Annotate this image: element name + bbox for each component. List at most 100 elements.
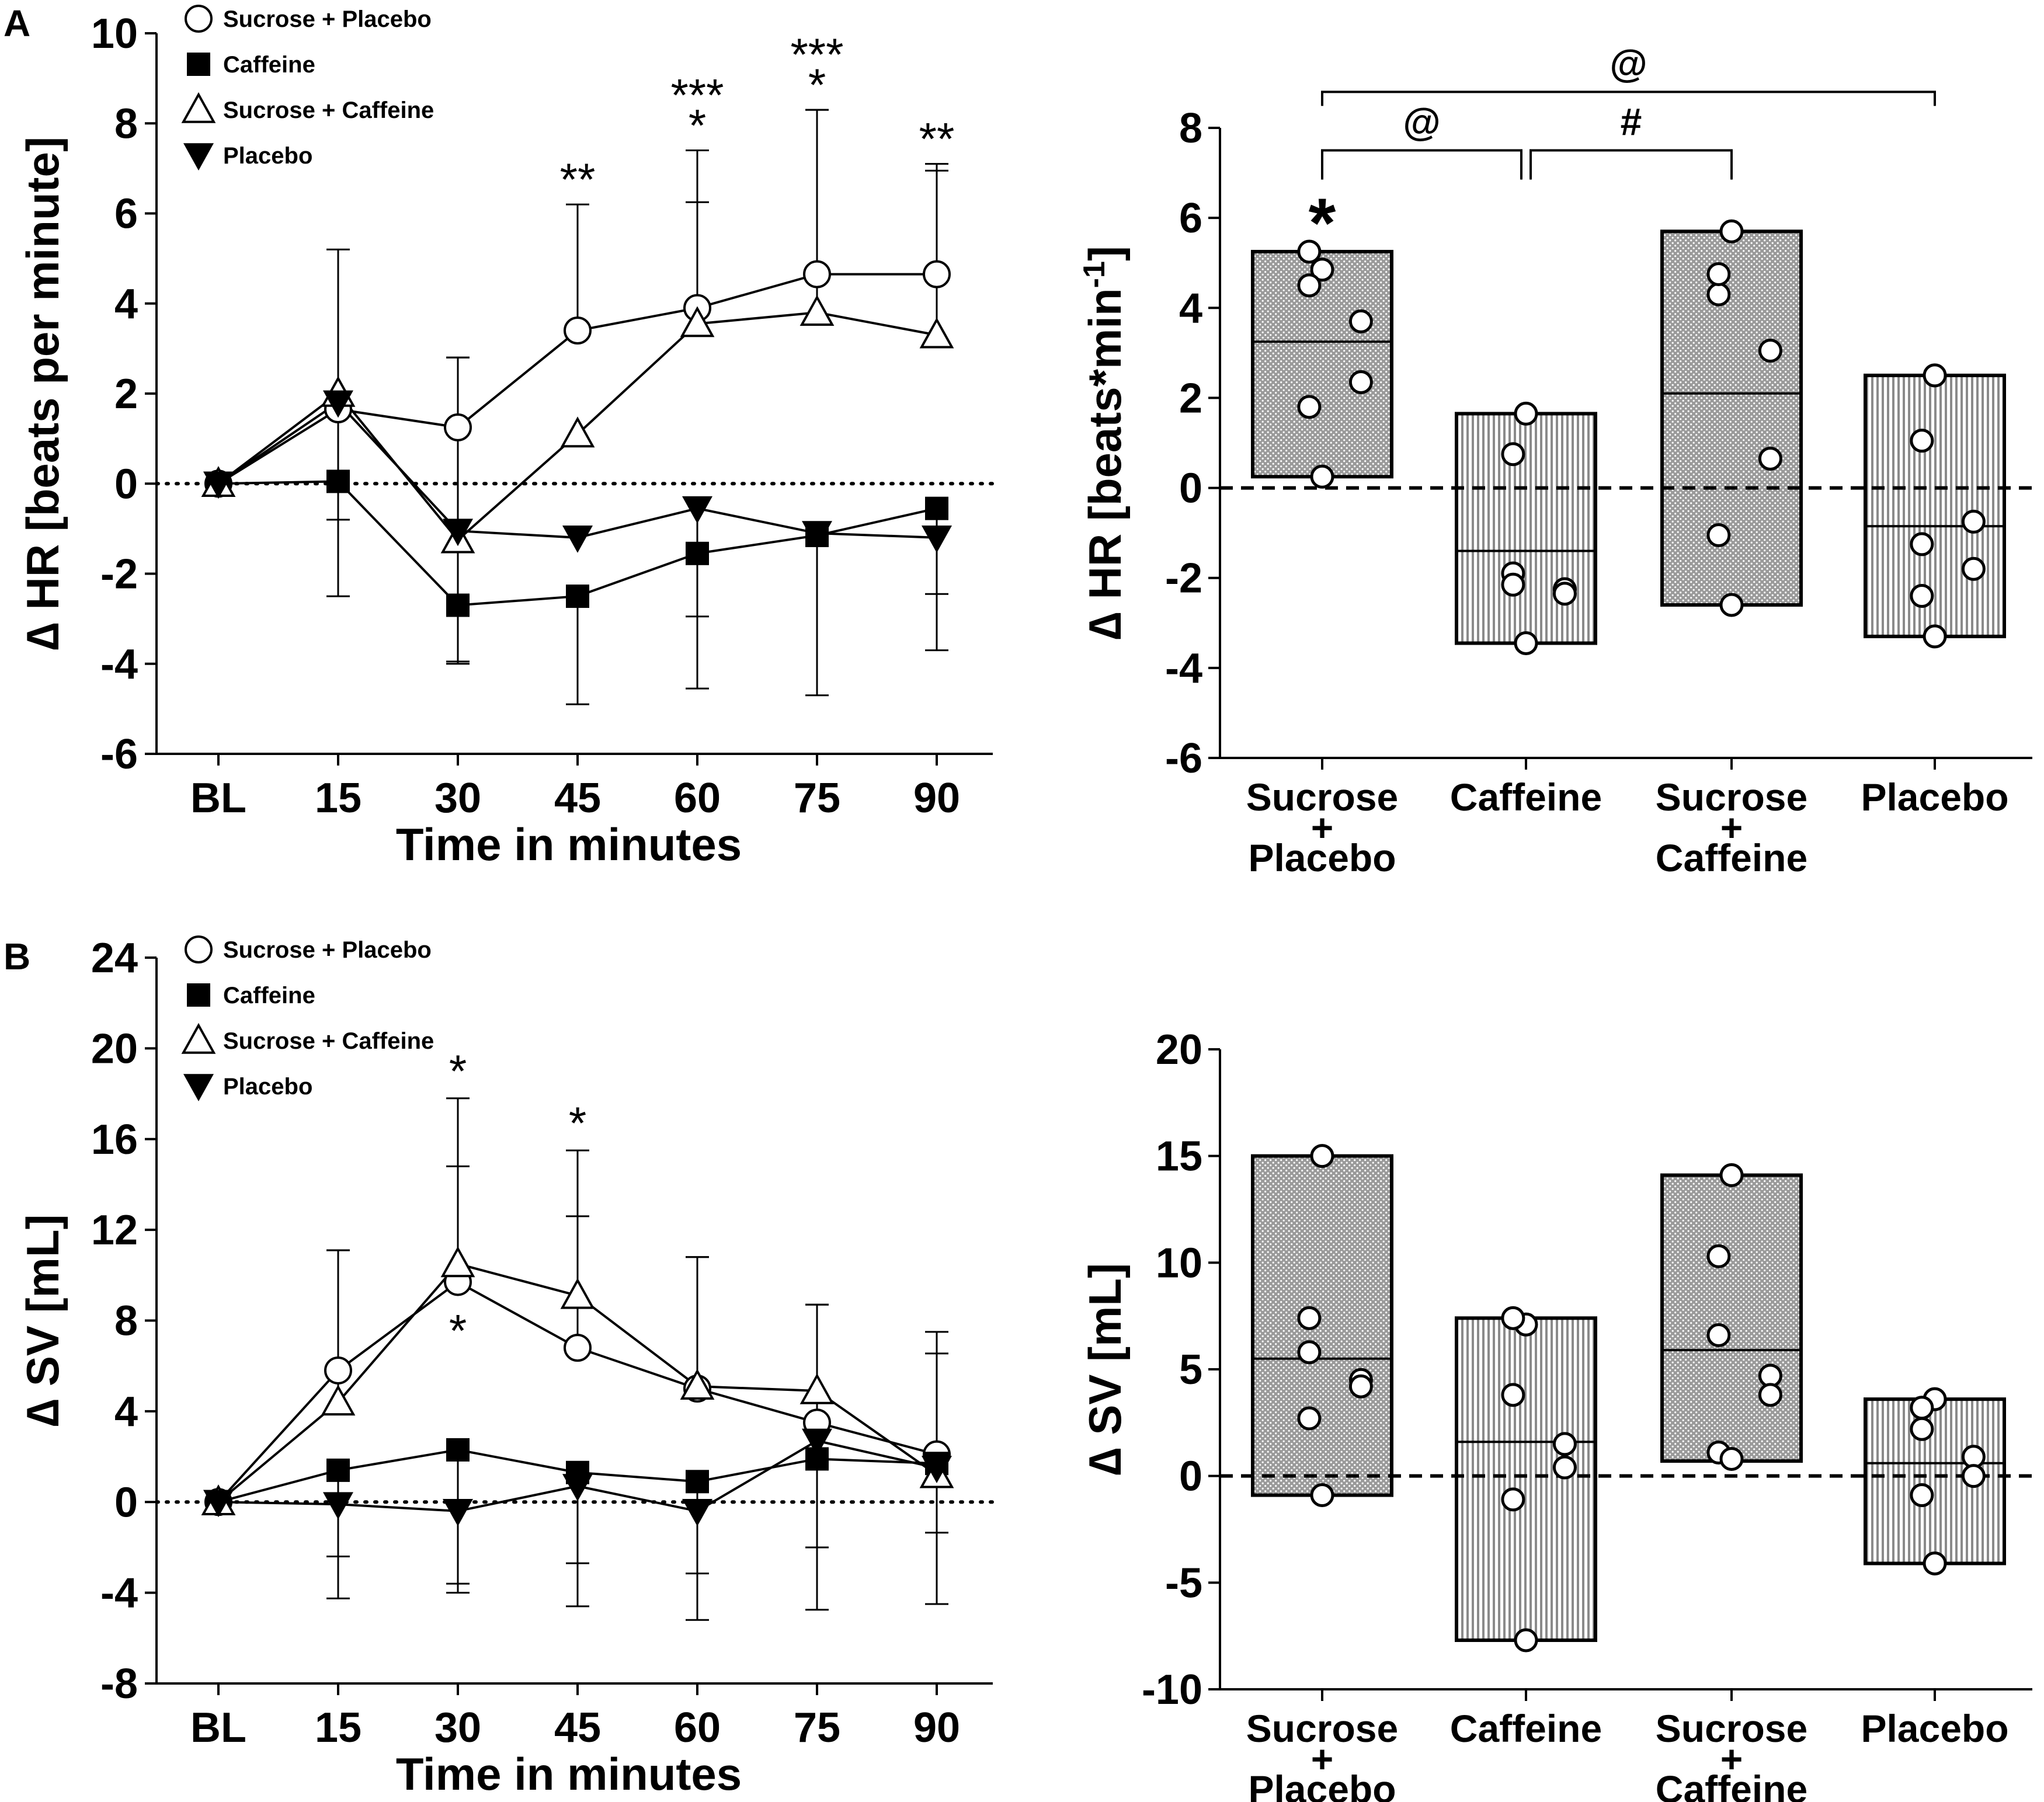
sv-line-data-point bbox=[321, 1384, 356, 1416]
hr-line-significance-mark: * bbox=[808, 59, 826, 110]
hr-box-category-label: Placebo bbox=[1248, 836, 1396, 879]
hr-line-data-point bbox=[802, 521, 832, 549]
hr-line-x-tick-label: BL bbox=[190, 775, 246, 822]
hr-box-significance-label: @ bbox=[1403, 100, 1440, 144]
sv-line-legend-marker bbox=[181, 1022, 216, 1054]
sv-line-legend-marker bbox=[187, 983, 210, 1007]
hr-line-y-tick-label: -2 bbox=[100, 551, 138, 598]
hr-box-individual-point bbox=[1923, 624, 1947, 649]
hr-line-y-tick-label: 0 bbox=[114, 461, 138, 507]
sv-line-legend-marker bbox=[183, 1074, 214, 1101]
hr-line-y-tick-label: 10 bbox=[91, 11, 138, 57]
hr-box-individual-point bbox=[1923, 363, 1947, 388]
sv-box-individual-point bbox=[1961, 1464, 1986, 1488]
hr-box-significance-bracket bbox=[1321, 91, 1936, 106]
sv-line-y-tick-label: 24 bbox=[91, 935, 138, 982]
sv-line-legend-label: Placebo bbox=[223, 1074, 312, 1100]
hr-line-data-point bbox=[925, 496, 948, 520]
sv-line-y-tick-label: 12 bbox=[91, 1207, 138, 1254]
sv-line-x-tick-label: 30 bbox=[434, 1704, 481, 1751]
sv-line-y-tick-label: -8 bbox=[100, 1661, 138, 1707]
hr-line-x-tick-label: 90 bbox=[913, 775, 960, 822]
hr-box-individual-point bbox=[1501, 442, 1525, 467]
hr-line-data-point bbox=[919, 317, 954, 349]
sv-box-individual-point bbox=[1758, 1383, 1782, 1407]
sv-box-box bbox=[1660, 1173, 1803, 1463]
sv-box-individual-point bbox=[1910, 1417, 1934, 1441]
sv-line-x-tick-label: 75 bbox=[794, 1704, 840, 1751]
sv-line-data-point bbox=[922, 1456, 952, 1483]
hr-box-individual-point bbox=[1310, 258, 1334, 282]
hr-box-individual-point bbox=[1706, 282, 1731, 307]
hr-box-significance-bracket bbox=[1529, 149, 1733, 180]
hr-line-significance-mark: *** bbox=[670, 69, 724, 121]
hr-box-individual-point bbox=[1514, 401, 1538, 426]
hr-line-legend-label: Sucrose + Caffeine bbox=[223, 98, 434, 123]
hr-line-y-tick-label: 8 bbox=[114, 100, 138, 147]
hr-line-x-tick-label: 15 bbox=[315, 775, 361, 822]
sv-line-x-tick-label: BL bbox=[190, 1704, 246, 1751]
sv-box-y-tick-label: 5 bbox=[1179, 1347, 1202, 1393]
hr-box-individual-point bbox=[1719, 219, 1744, 243]
sv-line-data-point bbox=[680, 1369, 715, 1400]
sv-line-data-point bbox=[324, 1356, 352, 1384]
hr-line-data-point bbox=[803, 260, 831, 288]
hr-box-individual-point bbox=[1706, 262, 1731, 286]
sv-box-individual-point bbox=[1706, 1323, 1731, 1348]
hr-line-data-point bbox=[923, 260, 951, 288]
sv-box-individual-point bbox=[1501, 1487, 1525, 1512]
sv-box-box bbox=[1251, 1154, 1393, 1497]
sv-line-y-tick-label: 20 bbox=[91, 1025, 138, 1072]
sv-box-category-label: + bbox=[1311, 1737, 1334, 1780]
hr-line-y-tick-label: -6 bbox=[100, 731, 138, 778]
hr-box-category-label: Sucrose bbox=[1246, 775, 1398, 819]
hr-line-y-tick-label: -4 bbox=[100, 641, 138, 688]
hr-line-data-point bbox=[564, 316, 592, 345]
sv-box-category-label: Caffeine bbox=[1450, 1707, 1602, 1750]
sv-box-category-label: Sucrose bbox=[1246, 1707, 1398, 1750]
sv-box-y-axis-title: ∆ SV [mL] bbox=[1079, 1263, 1131, 1476]
sv-box-individual-point bbox=[1297, 1406, 1322, 1431]
hr-box-individual-point bbox=[1706, 523, 1731, 547]
panel-label-b: B bbox=[4, 935, 30, 977]
sv-box-category-label: + bbox=[1720, 1737, 1743, 1780]
sv-line-legend-label: Caffeine bbox=[223, 983, 315, 1008]
hr-line-legend-marker bbox=[181, 92, 216, 123]
hr-box-y-axis-title-main: ∆ HR [beats*min bbox=[1079, 288, 1131, 639]
hr-line-data-point bbox=[686, 541, 709, 565]
hr-box-individual-point bbox=[1514, 631, 1538, 655]
sv-line-data-point bbox=[562, 1474, 593, 1502]
sv-line-chart: -8 -4 0 4 8 12 16 20 24 BL 15 30 45 60 75 90 Time in min… bbox=[17, 935, 995, 1800]
hr-box-individual-point bbox=[1501, 572, 1525, 597]
hr-line-data-point bbox=[203, 471, 234, 499]
hr-box-individual-point bbox=[1910, 429, 1934, 453]
sv-box-individual-point bbox=[1719, 1163, 1744, 1188]
hr-box-individual-point bbox=[1297, 239, 1322, 264]
hr-box-individual-point bbox=[1758, 339, 1782, 363]
hr-box-y-tick-label: -2 bbox=[1165, 555, 1202, 602]
sv-line-data-point bbox=[682, 1498, 712, 1526]
hr-line-legend-label: Placebo bbox=[223, 143, 312, 169]
sv-line-x-tick-label: 60 bbox=[674, 1704, 721, 1751]
hr-box-individual-point bbox=[1297, 273, 1322, 298]
hr-box-individual-point bbox=[1552, 582, 1577, 606]
hr-box-y-tick-label: 2 bbox=[1179, 375, 1202, 422]
sv-box-individual-point bbox=[1719, 1446, 1744, 1471]
sv-line-y-axis-title: ∆ SV [mL] bbox=[17, 1214, 68, 1427]
hr-line-data-point bbox=[682, 496, 712, 524]
hr-line-y-axis-title: ∆ HR [beats per minute] bbox=[17, 137, 68, 650]
hr-box-y-tick-label: -4 bbox=[1165, 645, 1202, 692]
sv-box-y-tick-label: 10 bbox=[1156, 1240, 1202, 1286]
sv-box-individual-point bbox=[1552, 1432, 1577, 1456]
sv-line-data-point bbox=[564, 1334, 592, 1362]
sv-line-x-tick-label: 45 bbox=[554, 1704, 601, 1751]
hr-box-y-axis-title-end: ] bbox=[1079, 246, 1131, 261]
hr-box-box bbox=[1660, 229, 1803, 607]
hr-box-individual-point bbox=[1297, 395, 1322, 419]
hr-box-y-tick-label: 6 bbox=[1179, 195, 1202, 242]
sv-box-category-label: Caffeine bbox=[1656, 1768, 1807, 1802]
sv-line-data-point bbox=[686, 1470, 709, 1494]
sv-box-box bbox=[1455, 1316, 1597, 1642]
hr-line-x-tick-label: 30 bbox=[434, 775, 481, 822]
